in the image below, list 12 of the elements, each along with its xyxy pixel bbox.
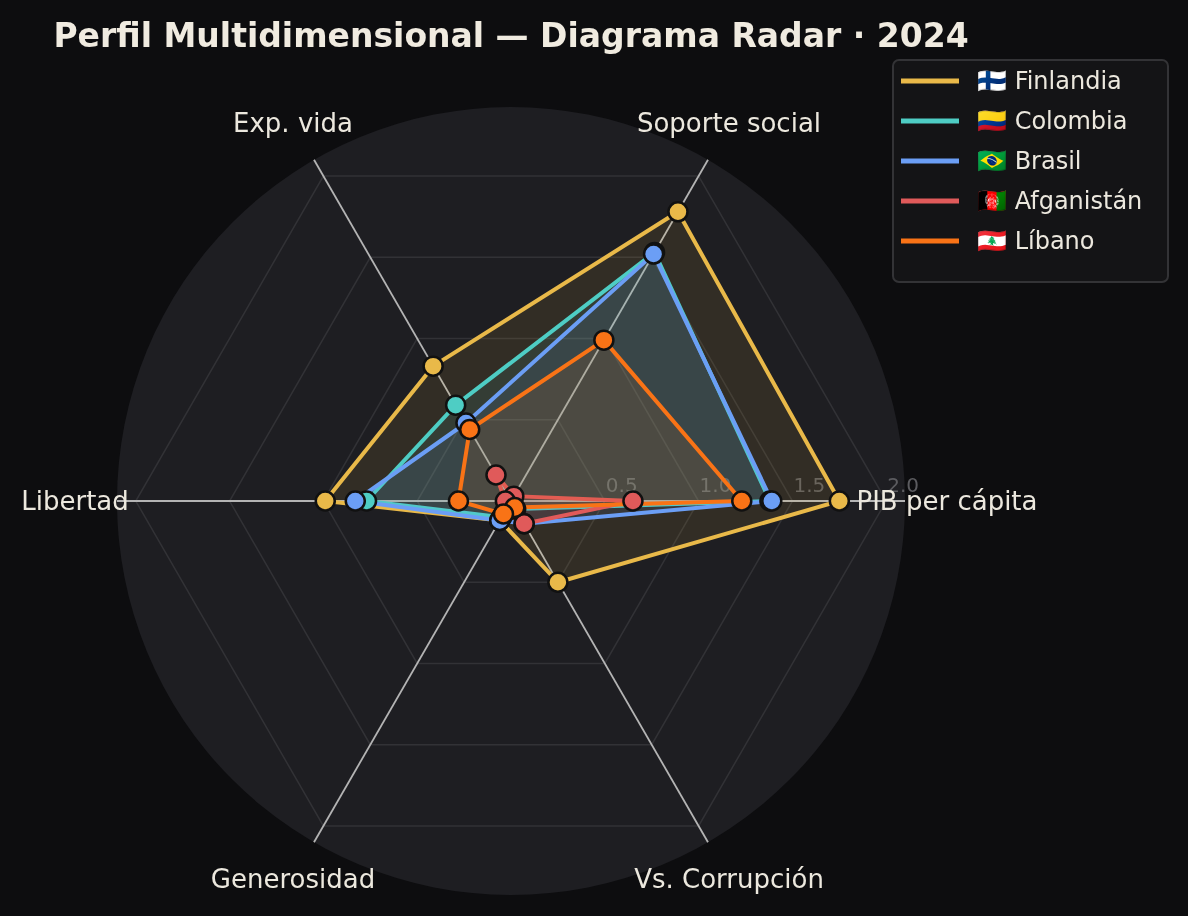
spoke-label: Libertad [21, 486, 129, 516]
spoke-label: Exp. vida [233, 108, 353, 139]
chart-title: Perfil Multidimensional — Diagrama Radar · 2024 [53, 15, 969, 55]
y-tick-label: 1.5 [793, 473, 826, 497]
legend-label: 🇱🇧 Líbano [977, 227, 1095, 255]
spoke-label: Vs. Corrupción [634, 863, 824, 894]
legend-label: 🇧🇷 Brasil [977, 147, 1082, 175]
legend-label: 🇦🇫 Afganistán [977, 187, 1143, 215]
spoke-label: Generosidad [210, 863, 376, 894]
legend-label: 🇨🇴 Colombia [977, 107, 1128, 135]
spoke-label: Soporte social [636, 108, 822, 139]
legend-label: 🇫🇮 Finlandia [977, 67, 1122, 95]
